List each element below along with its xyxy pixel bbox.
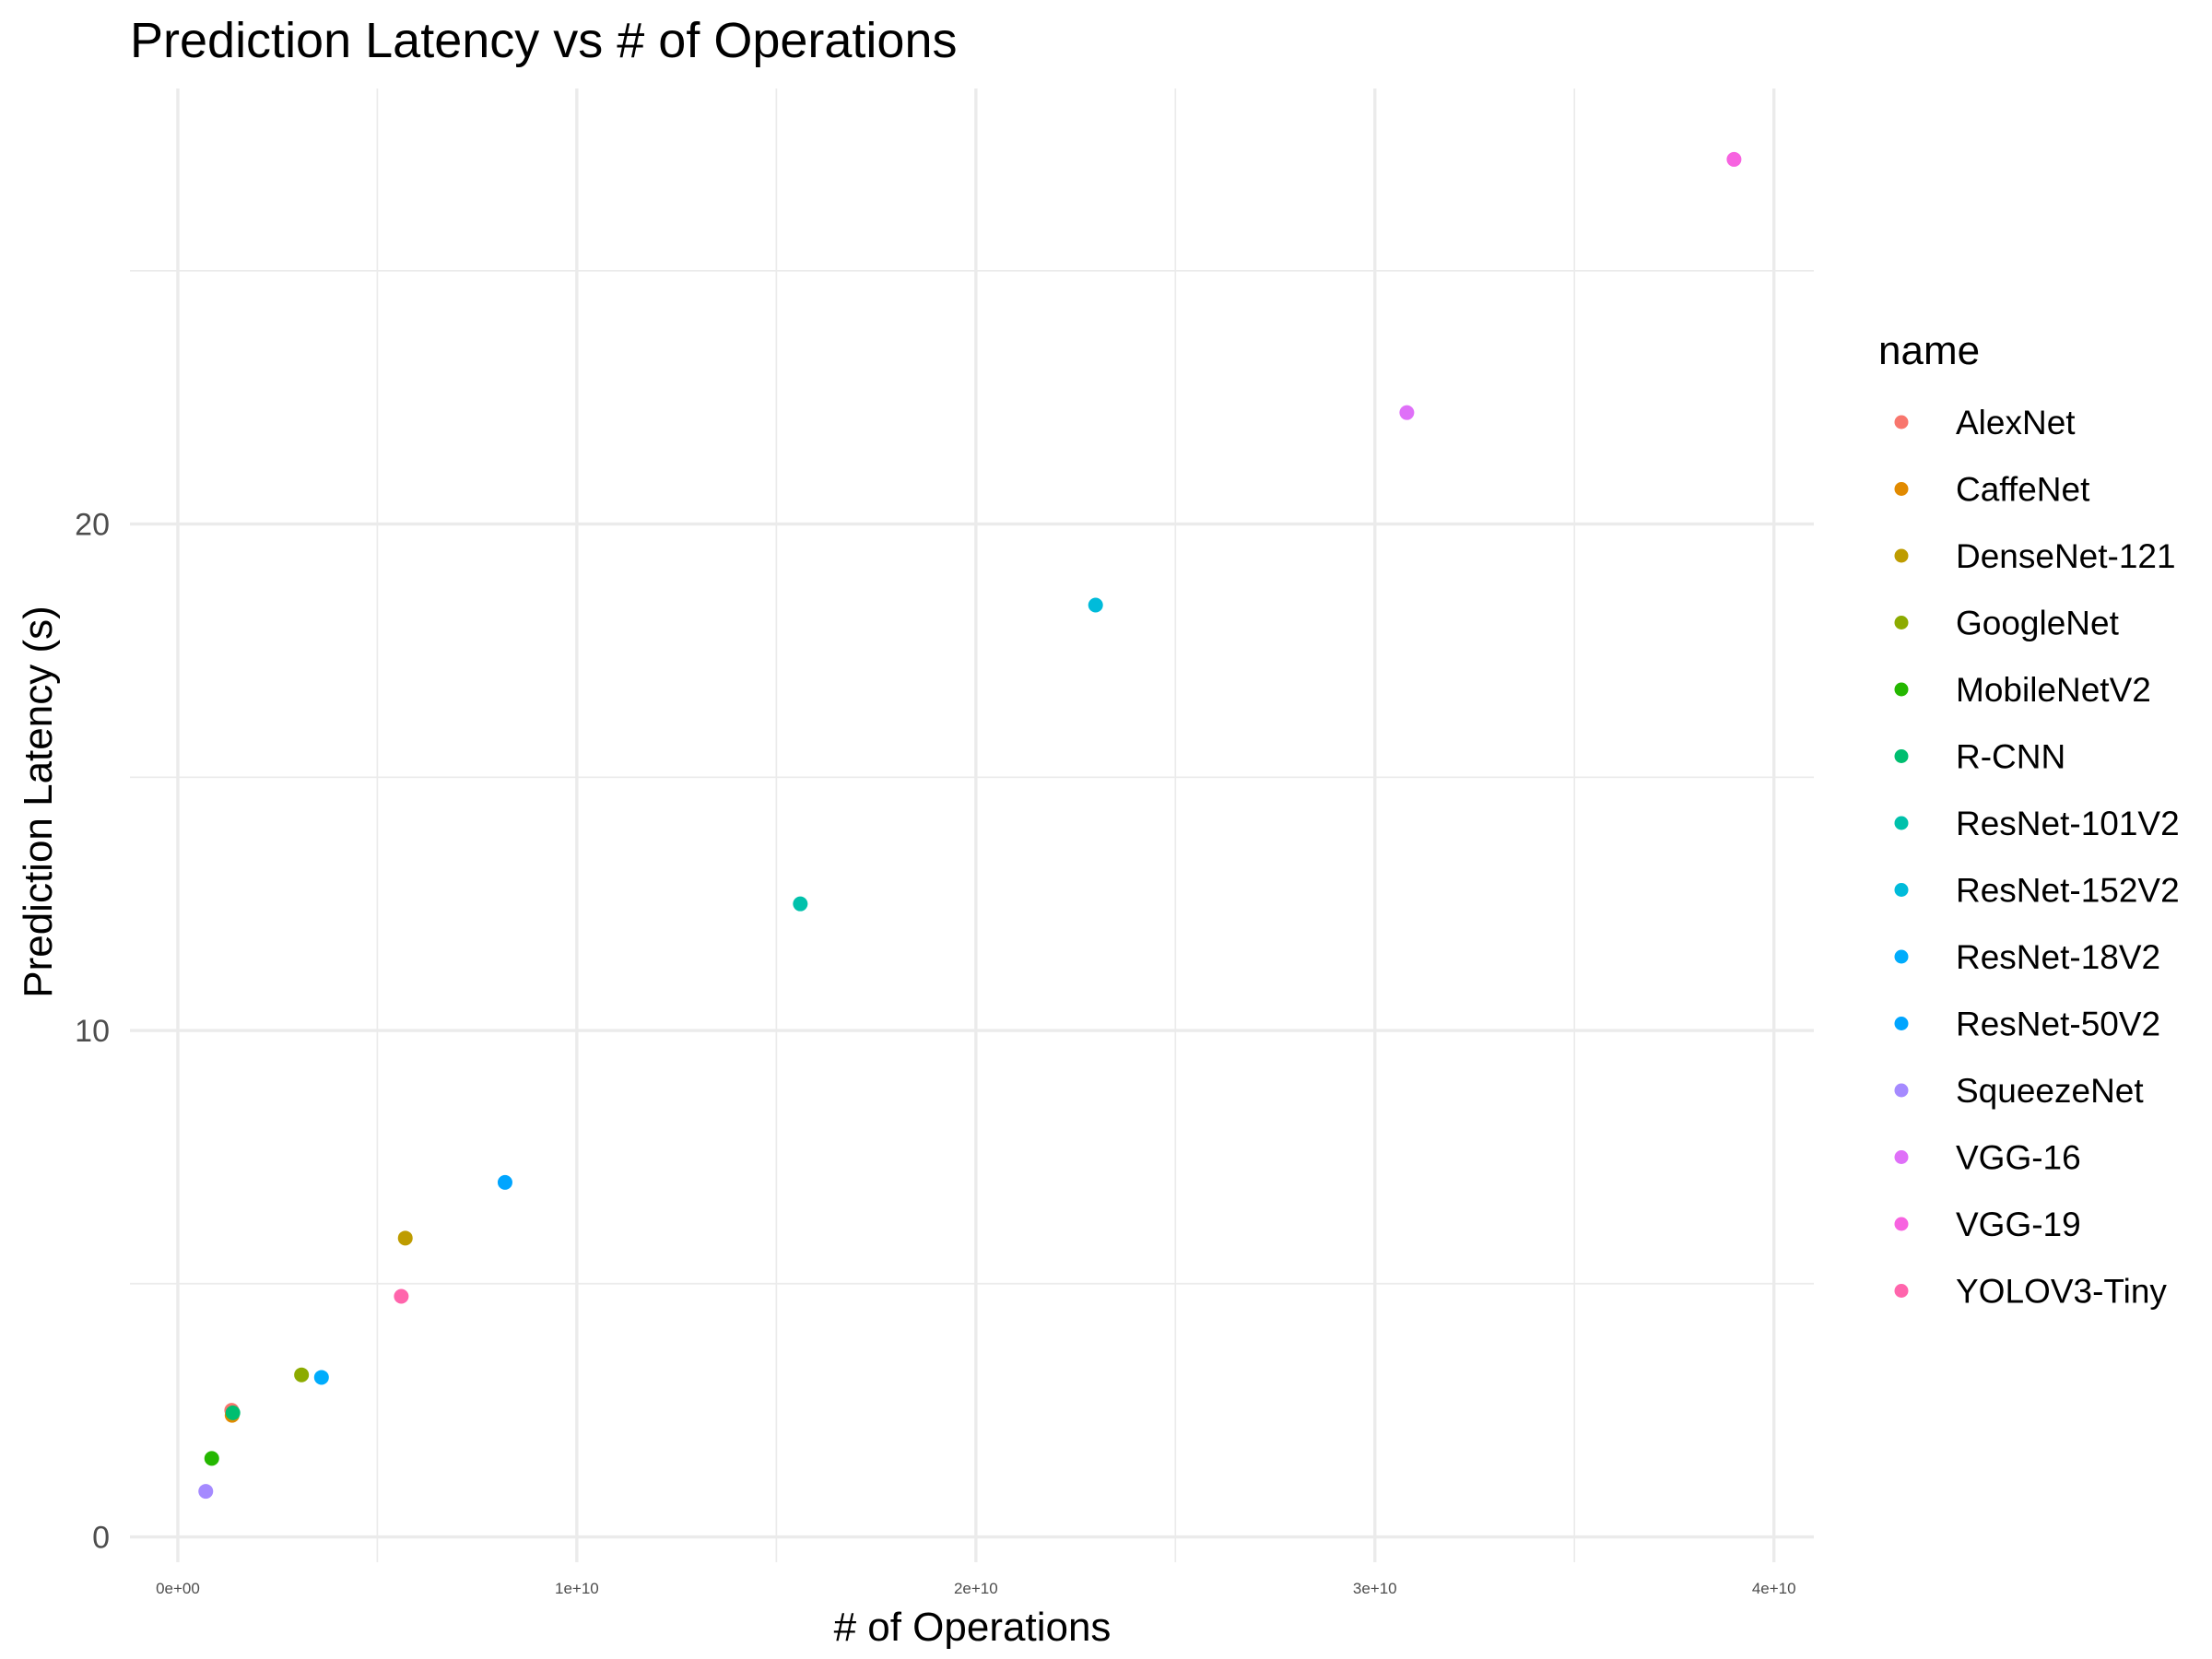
- legend-key: [1894, 548, 1909, 563]
- legend-label: VGG-19: [1956, 1206, 2081, 1243]
- legend-key: [1894, 682, 1909, 697]
- legend-title: name: [1878, 328, 1980, 373]
- legend-key: [1894, 616, 1909, 629]
- data-point: [397, 1230, 413, 1246]
- legend-label: ResNet-152V2: [1956, 872, 2180, 910]
- legend-label: DenseNet-121: [1956, 537, 2176, 575]
- x-tick-label: 1e+10: [555, 1580, 599, 1597]
- legend-label: MobileNetV2: [1956, 671, 2151, 709]
- legend-label: GoogleNet: [1956, 605, 2120, 642]
- legend-key: [1894, 1150, 1909, 1164]
- legend-label: ResNet-101V2: [1956, 805, 2180, 842]
- data-point: [1399, 405, 1415, 420]
- legend-key: [1894, 415, 1909, 429]
- legend-key: [1894, 1217, 1909, 1231]
- y-axis-ticks: 0 10 20: [75, 508, 110, 1556]
- x-tick-label: 4e+10: [1752, 1580, 1796, 1597]
- x-tick-label: 3e+10: [1353, 1580, 1397, 1597]
- data-point: [313, 1370, 329, 1385]
- legend-key: [1894, 749, 1909, 763]
- y-tick-label: 10: [75, 1014, 110, 1049]
- gridlines: [130, 88, 1814, 1562]
- data-point: [793, 896, 808, 912]
- y-tick-label: 20: [75, 508, 110, 543]
- x-axis-title: # of Operations: [834, 1605, 1112, 1650]
- data-point: [225, 1405, 241, 1420]
- data-point: [204, 1451, 219, 1466]
- data-point: [394, 1288, 409, 1304]
- legend-label: YOLOV3-Tiny: [1956, 1273, 2167, 1311]
- legend-key: [1894, 949, 1909, 964]
- data-point: [198, 1484, 214, 1500]
- data-point: [294, 1367, 310, 1382]
- data-point: [497, 1174, 512, 1190]
- legend-key: [1894, 883, 1909, 897]
- legend-key: [1894, 816, 1909, 830]
- legend-label: AlexNet: [1956, 404, 2076, 441]
- y-axis-title: Prediction Latency (s): [16, 606, 61, 998]
- legend-label: ResNet-18V2: [1956, 938, 2160, 976]
- legend-label: SqueezeNet: [1956, 1072, 2144, 1110]
- x-tick-label: 2e+10: [954, 1580, 998, 1597]
- legend-label: VGG-16: [1956, 1139, 2081, 1177]
- data-point: [1726, 151, 1742, 167]
- legend-label: CaffeNet: [1956, 471, 2090, 509]
- legend-key: [1894, 1284, 1909, 1298]
- data-point: [1088, 597, 1103, 613]
- chart-title: Prediction Latency vs # of Operations: [130, 13, 958, 68]
- legend-key: [1894, 1083, 1909, 1098]
- y-tick-label: 0: [92, 1521, 110, 1556]
- legend-key: [1894, 1017, 1909, 1030]
- legend-label: ResNet-50V2: [1956, 1006, 2160, 1043]
- x-tick-label: 0e+00: [156, 1580, 200, 1597]
- legend-key: [1894, 482, 1909, 496]
- legend: name AlexNet CaffeNet DenseNet-121 GoogleNe…: [1878, 328, 2180, 1311]
- x-axis-ticks: 0e+00 1e+10 2e+10 3e+10 4e+10: [156, 1580, 1796, 1597]
- legend-label: R-CNN: [1956, 738, 2065, 776]
- data-points: [198, 151, 1742, 1500]
